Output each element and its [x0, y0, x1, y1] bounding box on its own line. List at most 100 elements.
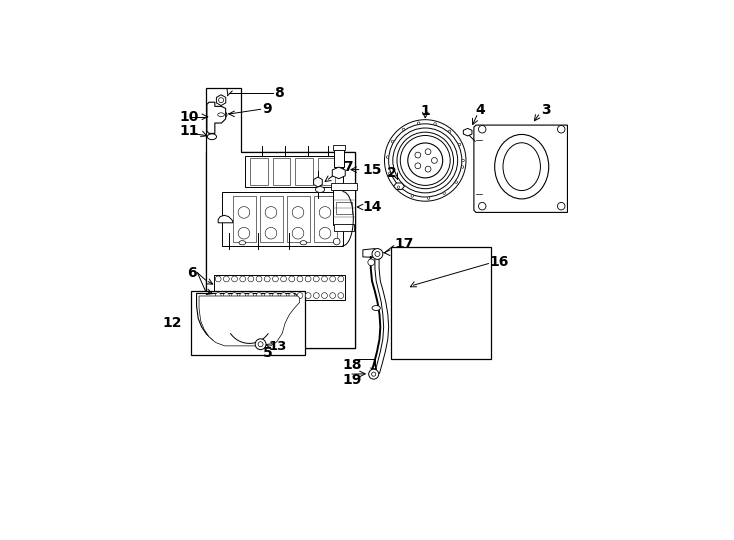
Bar	[334, 224, 354, 231]
Circle shape	[385, 120, 466, 201]
Polygon shape	[393, 183, 404, 190]
Circle shape	[319, 227, 331, 239]
Text: 7: 7	[343, 160, 352, 174]
Circle shape	[265, 207, 277, 218]
Circle shape	[461, 166, 464, 168]
Bar	[331, 183, 357, 190]
Circle shape	[393, 128, 458, 193]
Circle shape	[458, 143, 461, 146]
Circle shape	[280, 293, 286, 299]
Text: 9: 9	[262, 102, 272, 116]
Bar	[287, 196, 310, 241]
Circle shape	[330, 276, 335, 282]
Text: 18: 18	[342, 359, 362, 373]
Circle shape	[248, 293, 254, 299]
Text: 1: 1	[421, 104, 430, 118]
Circle shape	[319, 207, 331, 218]
Circle shape	[223, 276, 229, 282]
Circle shape	[264, 293, 270, 299]
Circle shape	[240, 293, 246, 299]
Polygon shape	[474, 125, 567, 212]
Circle shape	[391, 140, 393, 143]
Circle shape	[388, 172, 391, 174]
Circle shape	[415, 152, 421, 158]
Bar	[233, 196, 255, 241]
Circle shape	[411, 195, 413, 197]
Circle shape	[238, 207, 250, 218]
Circle shape	[388, 124, 462, 197]
Text: 12: 12	[162, 315, 182, 329]
Bar	[390, 246, 490, 359]
Circle shape	[338, 293, 344, 299]
Circle shape	[333, 238, 340, 245]
Circle shape	[256, 293, 262, 299]
Polygon shape	[218, 215, 233, 223]
Circle shape	[292, 207, 304, 218]
Circle shape	[313, 293, 319, 299]
Text: 14: 14	[363, 200, 382, 214]
Ellipse shape	[316, 187, 324, 192]
Bar	[250, 158, 268, 185]
Circle shape	[386, 156, 389, 158]
Bar	[295, 158, 313, 185]
Circle shape	[455, 181, 457, 184]
Circle shape	[434, 123, 436, 125]
Circle shape	[397, 186, 400, 188]
Circle shape	[402, 128, 404, 131]
Bar	[272, 158, 290, 185]
Text: 17: 17	[395, 238, 414, 252]
Circle shape	[479, 202, 486, 210]
Circle shape	[272, 276, 278, 282]
Circle shape	[321, 276, 327, 282]
Circle shape	[223, 293, 229, 299]
Circle shape	[297, 293, 303, 299]
Circle shape	[338, 276, 344, 282]
Ellipse shape	[208, 134, 217, 140]
Text: 19: 19	[342, 373, 361, 387]
Circle shape	[297, 276, 303, 282]
Bar	[333, 145, 345, 150]
Bar	[314, 196, 337, 241]
Polygon shape	[197, 294, 297, 343]
Circle shape	[443, 192, 446, 194]
Bar	[206, 152, 355, 348]
Ellipse shape	[495, 134, 549, 199]
Bar	[336, 202, 352, 214]
Text: 3: 3	[541, 103, 550, 117]
Circle shape	[219, 98, 224, 103]
Text: 13: 13	[268, 340, 286, 353]
Circle shape	[397, 132, 454, 188]
Circle shape	[415, 163, 421, 168]
Circle shape	[418, 122, 420, 124]
Circle shape	[305, 293, 311, 299]
Ellipse shape	[239, 241, 246, 245]
Bar	[260, 196, 283, 241]
Circle shape	[321, 293, 327, 299]
Circle shape	[313, 276, 319, 282]
Circle shape	[289, 276, 294, 282]
Text: 15: 15	[363, 163, 382, 177]
Polygon shape	[217, 94, 226, 105]
Text: 16: 16	[490, 255, 509, 269]
Circle shape	[255, 339, 266, 349]
Circle shape	[557, 202, 565, 210]
Bar	[191, 291, 305, 355]
Polygon shape	[199, 296, 299, 346]
Text: 5: 5	[264, 346, 273, 360]
Circle shape	[479, 125, 486, 133]
Ellipse shape	[503, 143, 540, 191]
Circle shape	[232, 276, 237, 282]
Circle shape	[400, 136, 450, 185]
Circle shape	[256, 276, 262, 282]
Circle shape	[425, 166, 431, 172]
Text: 8: 8	[275, 86, 284, 100]
Ellipse shape	[218, 113, 225, 117]
Circle shape	[265, 227, 277, 239]
Polygon shape	[463, 129, 472, 136]
Polygon shape	[363, 248, 377, 258]
Polygon shape	[207, 102, 225, 133]
Circle shape	[371, 372, 376, 376]
Circle shape	[432, 158, 437, 163]
Circle shape	[272, 293, 278, 299]
Circle shape	[240, 276, 246, 282]
